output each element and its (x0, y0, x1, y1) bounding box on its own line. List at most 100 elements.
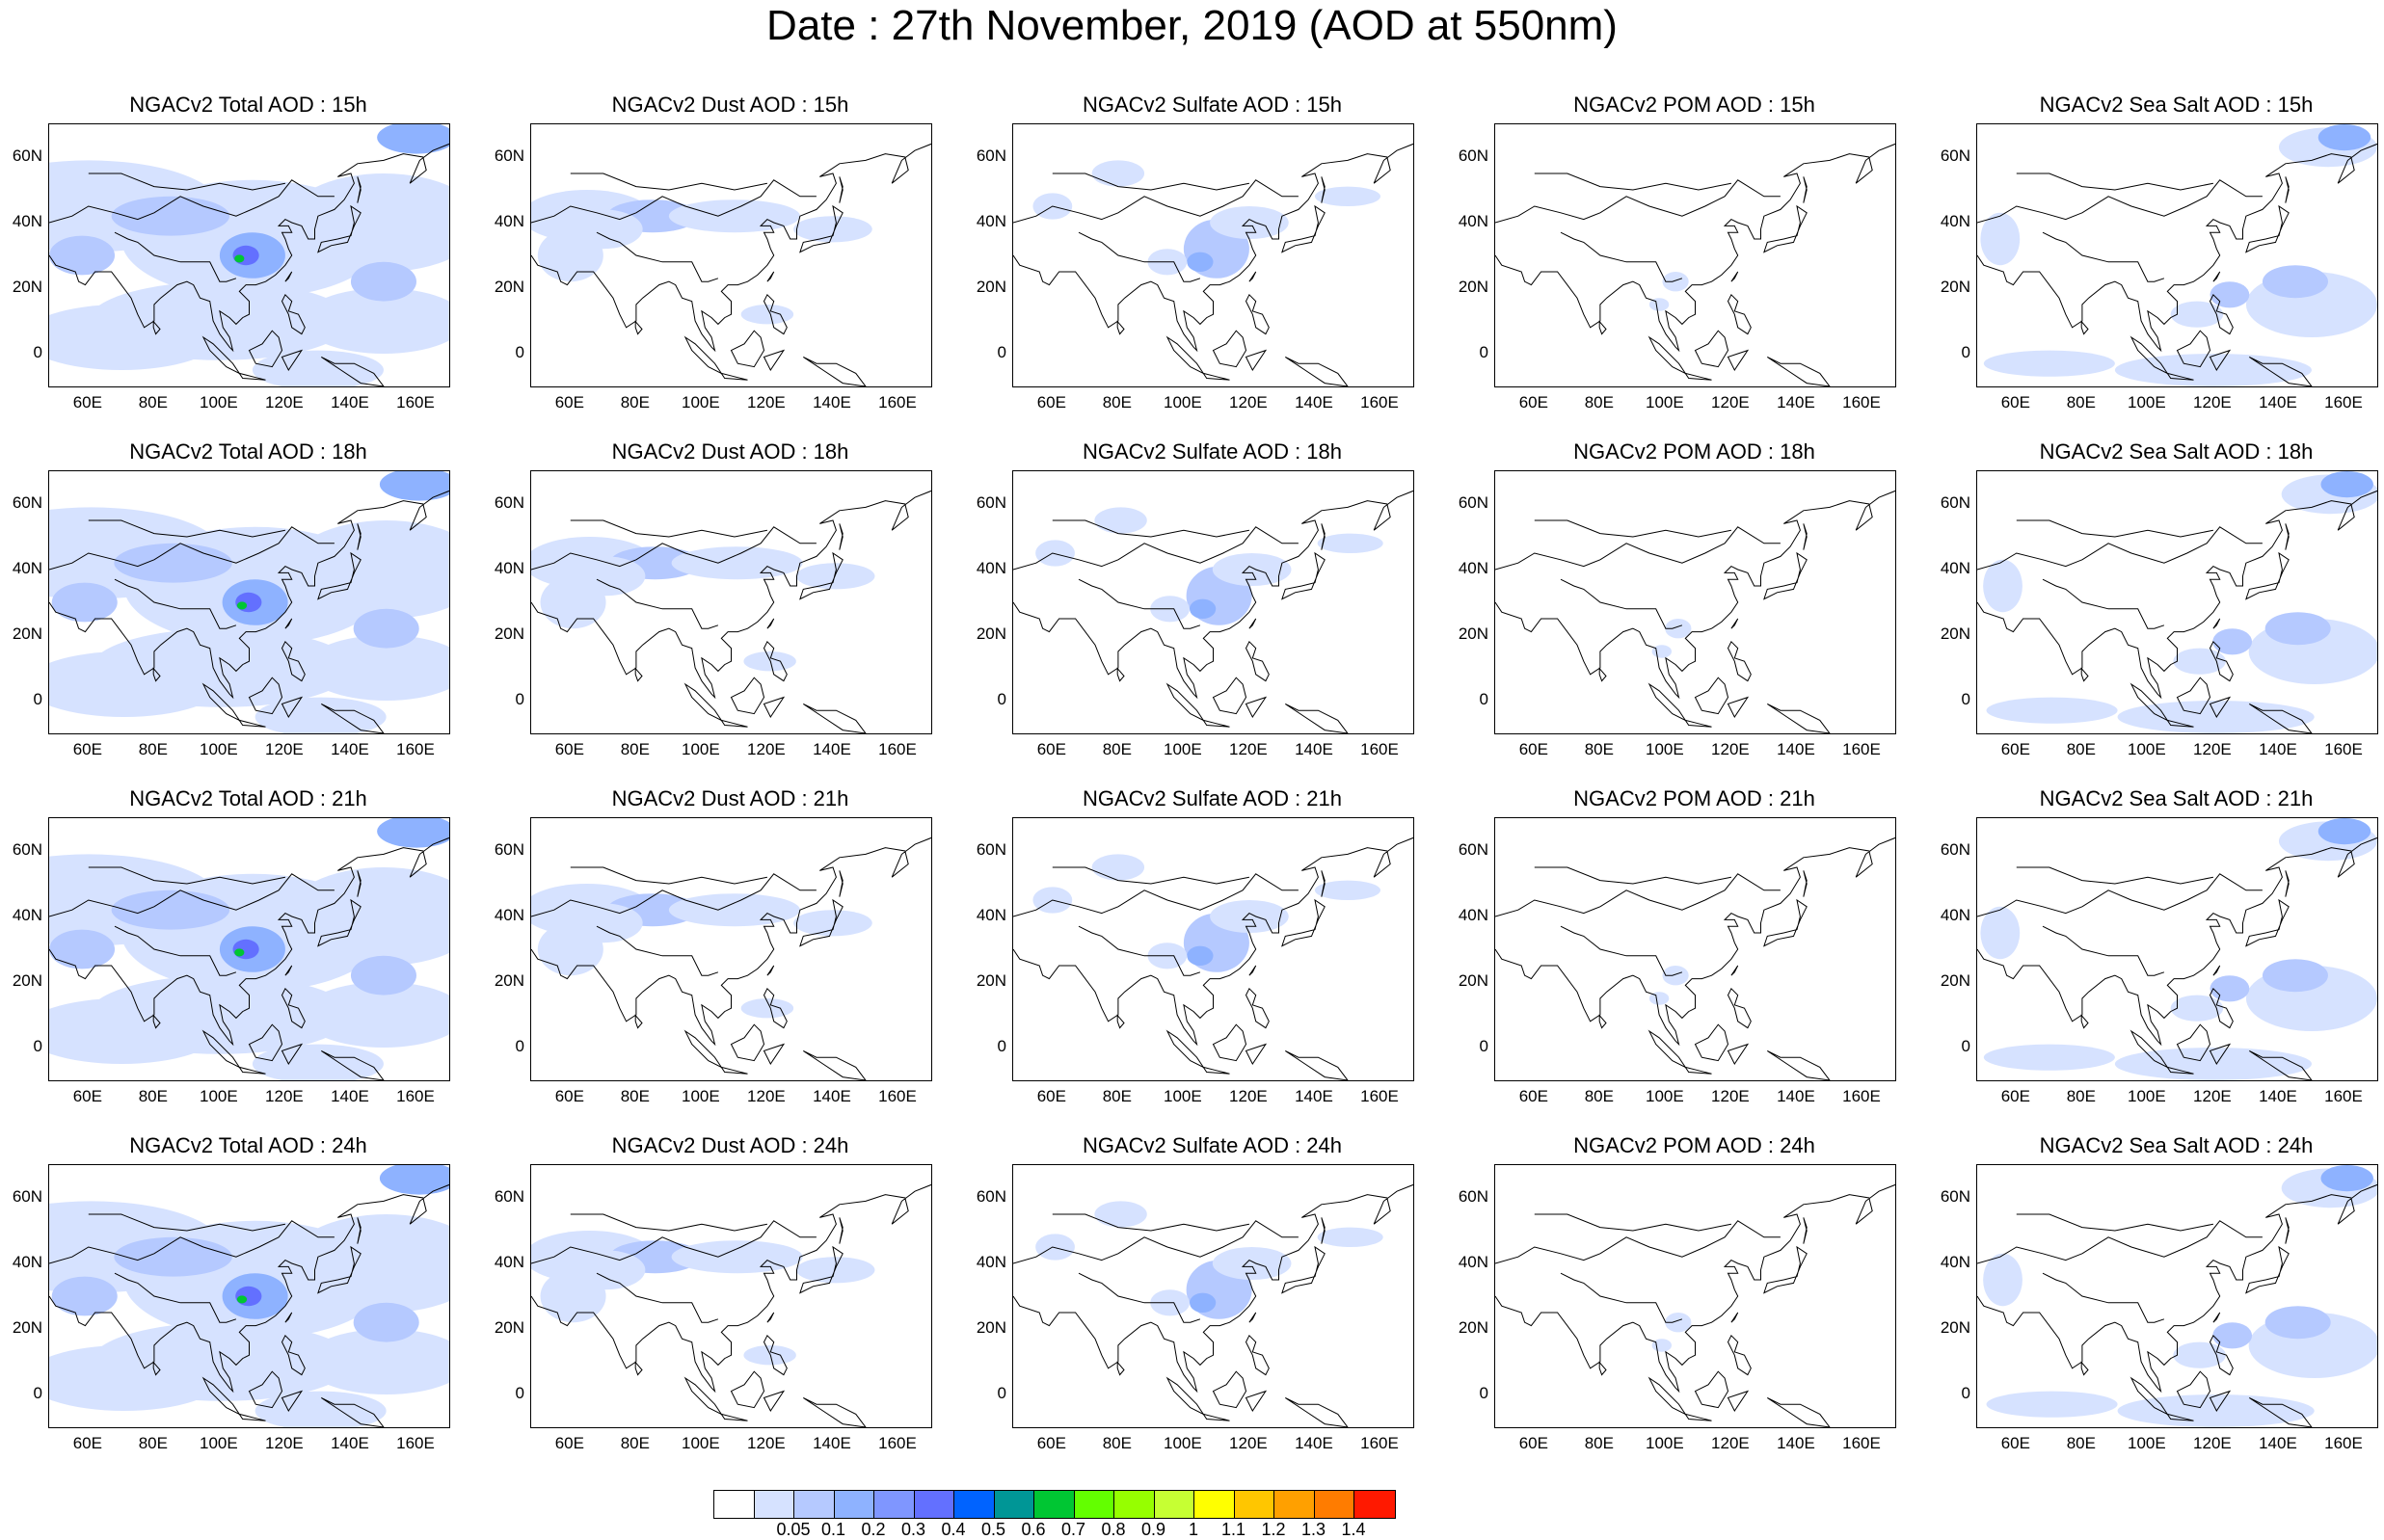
island-outline (1727, 640, 1752, 682)
island-outline (357, 523, 362, 550)
coastline (114, 578, 237, 629)
colorbar-tick-label: 1.2 (1261, 1520, 1286, 1539)
map-field (1495, 490, 1895, 733)
x-tick-label: 120E (1711, 1434, 1750, 1452)
island-outline (1727, 1043, 1750, 1065)
island-outline (1212, 1023, 1247, 1062)
x-tick-label: 100E (1646, 1087, 1684, 1105)
map-field (1977, 1165, 2377, 1427)
coastline (49, 1183, 449, 1394)
island-outline (730, 1370, 765, 1409)
x-tick-label: 140E (813, 740, 851, 758)
aod-field-patch (51, 1276, 118, 1316)
coastline (1977, 1220, 2263, 1264)
map-field (49, 471, 449, 733)
aod-field-patch (1983, 1044, 2115, 1071)
aod-field-patch (1662, 272, 1689, 292)
x-tick-label: 80E (620, 1087, 650, 1105)
colorbar-tick-label: 0.3 (900, 1520, 926, 1539)
coastline (1078, 925, 1201, 976)
island-outline (2166, 719, 2194, 728)
x-tick-label: 120E (747, 1434, 786, 1452)
island-outline (1598, 320, 1607, 335)
coastline (114, 1272, 237, 1323)
aod-field-patch (1665, 1313, 1692, 1333)
coastline (1534, 1213, 1731, 1232)
island-outline (281, 293, 306, 335)
y-tick-label: 40N (1458, 559, 1488, 577)
island-outline (634, 667, 643, 682)
island-outline (284, 965, 293, 976)
x-tick-label: 80E (1584, 393, 1614, 412)
island-outline (2209, 696, 2232, 718)
island-outline (803, 356, 867, 386)
x-tick-label: 120E (747, 1087, 786, 1105)
island-outline (1647, 1029, 1687, 1069)
coastline (570, 866, 767, 885)
island-outline (1321, 176, 1326, 203)
island-outline (803, 1396, 867, 1427)
x-tick-label: 60E (72, 393, 102, 412)
aod-field-patch (1651, 1339, 1673, 1352)
aod-field-patch (1314, 186, 1380, 206)
aod-field-patch (111, 196, 230, 236)
y-tick-label: 20N (12, 1318, 42, 1337)
aod-field-patch (1091, 854, 1145, 881)
aod-field-patch (1190, 1292, 1217, 1313)
y-tick-label: 0 (1479, 343, 1488, 361)
island-outline (1116, 1361, 1125, 1376)
x-tick-label: 140E (331, 740, 369, 758)
colorbar-tick-label: 0.7 (1060, 1520, 1086, 1539)
aod-field-patch (254, 697, 387, 733)
aod-field-patch (236, 1295, 248, 1304)
figure-title: Date : 27th November, 2019 (AOD at 550nm… (766, 2, 1618, 49)
island-outline (1803, 523, 1808, 550)
colorbar-swatch (954, 1491, 995, 1518)
coastline (1495, 526, 1781, 571)
y-tick-label: 0 (1961, 1384, 1970, 1402)
aod-field-patch (1212, 553, 1292, 586)
coastline (531, 836, 931, 1047)
coastline (531, 526, 817, 571)
colorbar-swatch (914, 1491, 954, 1518)
coastline (2042, 925, 2165, 976)
panel-title: NGACv2 POM AOD : 21h (1573, 786, 1815, 810)
map-panel (1494, 123, 1896, 387)
y-tick-label: 60N (1940, 840, 1970, 859)
x-tick-label: 160E (1360, 740, 1399, 758)
x-tick-label: 80E (1584, 1434, 1614, 1452)
island-outline (152, 667, 161, 682)
y-tick-label: 40N (12, 1253, 42, 1271)
coastline (570, 1213, 767, 1232)
island-outline (1245, 349, 1268, 371)
panel-title: NGACv2 Dust AOD : 21h (611, 786, 849, 810)
island-outline (839, 176, 844, 203)
aod-field-patch (793, 910, 872, 937)
island-outline (763, 696, 786, 718)
island-outline (2209, 640, 2234, 682)
island-outline (763, 293, 788, 335)
coastline (1534, 173, 1731, 191)
x-tick-label: 80E (1102, 740, 1132, 758)
island-outline (1212, 330, 1247, 368)
x-tick-label: 100E (200, 393, 238, 412)
island-outline (2176, 1370, 2211, 1409)
aod-field-patch (2117, 1394, 2315, 1427)
island-outline (1727, 293, 1752, 335)
island-outline (2249, 356, 2313, 386)
map-field (1495, 1183, 1895, 1427)
x-tick-label: 80E (1102, 393, 1132, 412)
colorbar-tick-label: 0.9 (1140, 1520, 1166, 1539)
island-outline (1684, 1066, 1712, 1075)
colorbar-swatch (1034, 1491, 1075, 1518)
colorbar-swatch (754, 1491, 794, 1518)
island-outline (2166, 1413, 2194, 1421)
island-outline (1285, 1049, 1349, 1080)
aod-field-patch (1986, 1391, 2118, 1418)
island-outline (1767, 1049, 1831, 1080)
aod-field-patch (1212, 1247, 1292, 1280)
coastline (1560, 231, 1683, 282)
coastline (1495, 490, 1895, 700)
y-tick-label: 40N (494, 212, 524, 230)
island-outline (1285, 1396, 1349, 1427)
